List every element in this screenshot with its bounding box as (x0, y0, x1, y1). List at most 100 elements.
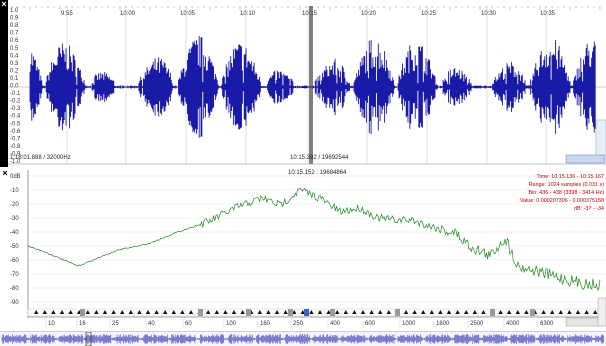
band-marker (429, 310, 435, 314)
band-marker (214, 310, 219, 314)
db-tick-label: -30 (10, 216, 19, 222)
playback-cursor (309, 6, 313, 164)
band-marker (481, 310, 486, 314)
band-marker (137, 310, 142, 314)
band-marker (68, 310, 73, 314)
band-marker-block (246, 309, 251, 316)
overview-viewport-marker (85, 332, 92, 346)
info-time: Time: 10:15.136 - 10:15.167 (536, 174, 604, 180)
amplitude-tick-label: 0.5 (10, 46, 19, 52)
horizontal-zoom-widget (565, 154, 605, 164)
info-db: dB: -37 - -34 (574, 206, 604, 212)
info-range: Range: 1024 samples (0.031 s) (528, 182, 604, 188)
band-marker (120, 310, 125, 314)
frequency-tick-label: 1600 (436, 321, 450, 327)
frequency-tick-label: 400 (330, 321, 341, 327)
amplitude-tick-label: 0.9 (10, 16, 19, 22)
frequency-tick-label: 10 (48, 321, 55, 327)
time-tick-label: 10:35 (540, 11, 556, 17)
band-marker-block (490, 309, 495, 316)
band-marker (343, 310, 349, 314)
time-tick-label: 10:05 (180, 11, 196, 17)
band-marker-block (288, 309, 293, 316)
band-marker (507, 310, 512, 314)
band-marker (438, 310, 443, 314)
amplitude-tick-label: 0.3 (10, 61, 19, 67)
time-tick-label: 10:25 (421, 11, 437, 17)
waveform-trace (29, 36, 596, 138)
overview-waveform[interactable] (0, 332, 606, 346)
band-marker (515, 310, 520, 314)
band-marker-block (80, 309, 85, 316)
band-marker (257, 310, 263, 314)
band-marker (309, 310, 314, 314)
spectrum-panel[interactable]: × 0dB -10 -20 -30 -40 -50 -60 -70 -80 -90 10 16 25 40… (0, 168, 606, 330)
amplitude-tick-label: 0.0 (10, 84, 19, 90)
band-marker (326, 310, 331, 314)
waveform-panel[interactable]: × 9:5510:0010:0510:1010:1510:2010:2510:3… (0, 0, 606, 167)
band-marker (558, 310, 563, 314)
amplitude-tick-label: -0.9 (10, 151, 21, 157)
db-tick-label: -60 (10, 258, 19, 264)
frequency-tick-label: 16 (79, 321, 86, 327)
overview-trace (1, 334, 604, 344)
band-marker (421, 310, 426, 314)
band-marker (360, 310, 366, 314)
time-tick-label: 10:00 (120, 11, 136, 17)
spectrum-info-box: Time: 10:15.136 - 10:15.167 Range: 1024 … (520, 173, 604, 213)
amplitude-tick-label: 0.1 (10, 76, 19, 82)
frequency-tick-label: 160 (260, 321, 271, 327)
band-marker (412, 310, 417, 314)
db-tick-label: -80 (10, 286, 19, 292)
band-marker (102, 310, 108, 314)
overview-strip[interactable] (0, 331, 606, 346)
band-marker (59, 310, 65, 314)
db-tick-label: -40 (10, 230, 19, 236)
band-marker (352, 310, 357, 314)
band-marker (111, 310, 116, 314)
close-waveform-icon[interactable]: × (1, 0, 7, 9)
band-marker (145, 310, 151, 314)
band-marker-block (304, 309, 309, 316)
band-marker (369, 310, 374, 314)
waveform-plot[interactable]: 9:5510:0010:0510:1010:1510:2010:2510:301… (0, 0, 606, 167)
spectrum-cursor-readout: 10:15.152 : 19684864 (288, 170, 347, 176)
band-marker (464, 310, 469, 314)
band-marker (154, 310, 159, 314)
time-tick-label: 10:10 (240, 11, 256, 17)
band-marker (240, 310, 245, 314)
band-marker (593, 310, 598, 314)
amplitude-tick-label: -0.7 (10, 136, 21, 142)
band-marker (378, 310, 383, 314)
db-tick-label: -10 (10, 188, 19, 194)
amplitude-tick-label: 0.8 (10, 23, 19, 29)
amplitude-tick-label: -1.0 (10, 159, 21, 165)
band-marker (446, 310, 452, 314)
band-marker (455, 310, 460, 314)
band-marker (163, 310, 168, 314)
band-marker (42, 310, 47, 314)
band-marker (472, 310, 478, 314)
close-spectrum-icon[interactable]: × (1, 168, 9, 178)
frequency-tick-label: 4000 (506, 321, 520, 327)
amplitude-tick-label: -0.6 (10, 129, 21, 135)
band-marker (541, 310, 546, 314)
time-tick-label: 9:55 (61, 11, 73, 17)
spectrum-plot[interactable]: 0dB -10 -20 -30 -40 -50 -60 -70 -80 -90 10 16 25 40 60… (0, 168, 606, 330)
amplitude-tick-label: 0.6 (10, 38, 19, 44)
band-marker (283, 310, 288, 314)
amplitude-tick-label: -0.1 (10, 91, 21, 97)
frequency-tick-label: 60 (185, 321, 192, 327)
frequency-tick-label: 100 (226, 321, 237, 327)
amplitude-tick-label: -0.4 (10, 114, 21, 120)
band-marker-block (198, 309, 203, 316)
frequency-tick-label: 2500 (470, 321, 484, 327)
amplitude-tick-label: -0.5 (10, 121, 21, 127)
band-marker (386, 310, 392, 314)
time-tick-label: 10:20 (361, 11, 377, 17)
frequency-tick-label: 40 (148, 321, 155, 327)
band-marker-row (27, 308, 606, 317)
band-marker (128, 310, 133, 314)
spectrum-vertical-scroll (597, 297, 606, 327)
band-marker-block (530, 309, 535, 316)
